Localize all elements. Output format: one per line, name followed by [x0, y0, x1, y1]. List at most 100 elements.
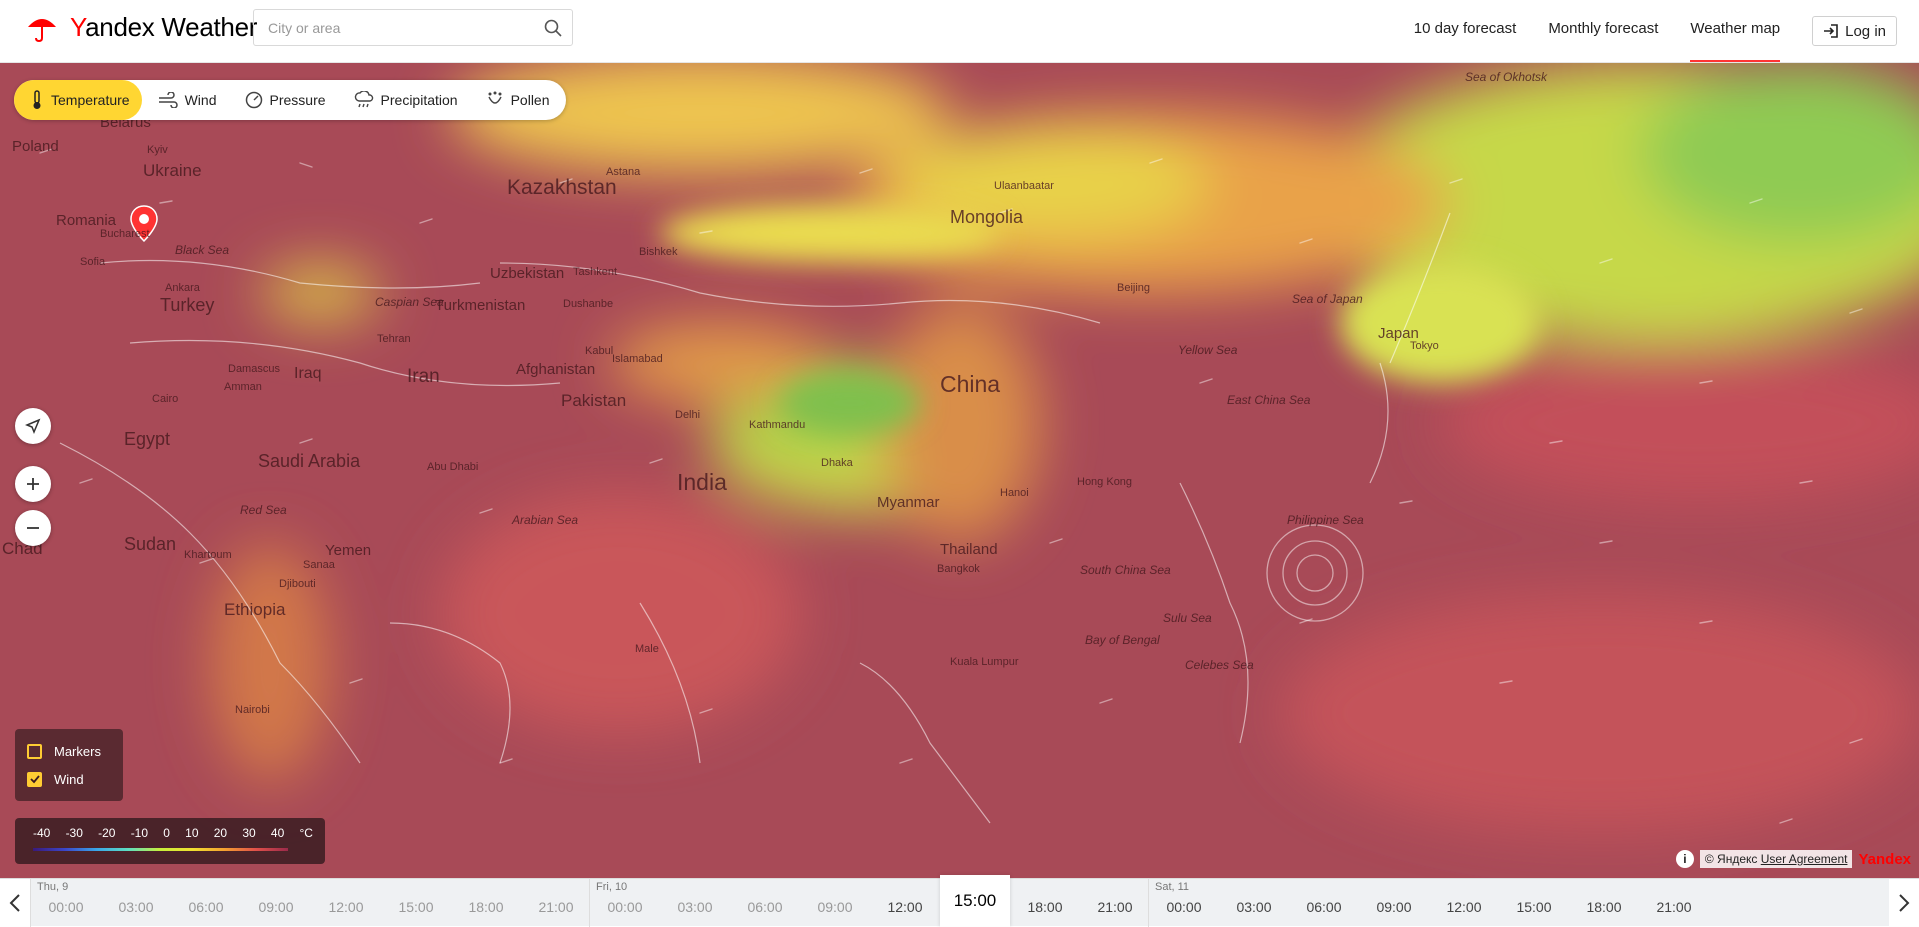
label-iraq: Iraq	[294, 365, 322, 382]
nav-weather-map[interactable]: Weather map	[1690, 0, 1780, 62]
search-box[interactable]	[253, 9, 573, 46]
timeline-hour[interactable]: 09:00	[258, 899, 294, 915]
label-tokyo: Tokyo	[1410, 340, 1439, 352]
timeline-hour[interactable]: 18:00	[1027, 899, 1063, 915]
label-mongolia: Mongolia	[950, 207, 1024, 227]
timeline-hour[interactable]: 09:00	[817, 899, 853, 915]
timeline-hour[interactable]: 00:00	[48, 899, 84, 915]
timeline-hour[interactable]: 12:00	[328, 899, 364, 915]
label-ukraine: Ukraine	[143, 161, 202, 180]
layer-temperature[interactable]: Temperature	[14, 80, 142, 120]
timeline: Thu, 9 00:00 03:00 06:00 09:00 12:00 15:00 18:0…	[0, 875, 1919, 927]
timeline-hour[interactable]: 12:00	[1446, 899, 1482, 915]
wind-toggle[interactable]: Wind	[27, 765, 111, 793]
label-south-china-sea: South China Sea	[1080, 563, 1171, 577]
label-sea-of-japan: Sea of Japan	[1292, 292, 1363, 306]
label-sea-of-okhotsk: Sea of Okhotsk	[1465, 70, 1548, 84]
label-delhi: Delhi	[675, 409, 701, 421]
layer-pollen[interactable]: Pollen	[470, 80, 562, 120]
label-bay-of-bengal: Bay of Bengal	[1085, 633, 1160, 647]
label-sulu-sea: Sulu Sea	[1163, 611, 1212, 625]
label-amman: Amman	[224, 381, 262, 393]
timeline-hour[interactable]: 09:00	[1376, 899, 1412, 915]
layer-temperature-label: Temperature	[51, 92, 130, 108]
label-red-sea: Red Sea	[240, 503, 287, 517]
label-kuala-lumpur: Kuala Lumpur	[950, 656, 1019, 668]
day-label: Fri, 10	[596, 881, 628, 893]
wind-checkbox[interactable]	[27, 771, 42, 787]
yandex-logo[interactable]: Yandex	[1858, 850, 1911, 868]
markers-checkbox[interactable]	[27, 743, 42, 759]
label-east-china-sea: East China Sea	[1227, 393, 1311, 407]
label-astana: Astana	[606, 166, 641, 178]
timeline-hour[interactable]: 18:00	[1586, 899, 1622, 915]
label-ulaanbaatar: Ulaanbaatar	[994, 180, 1054, 192]
timeline-prev-button[interactable]	[0, 879, 30, 927]
label-kazakhstan: Kazakhstan	[507, 176, 617, 199]
timeline-hour[interactable]: 21:00	[1656, 899, 1692, 915]
nav-monthly-forecast[interactable]: Monthly forecast	[1548, 20, 1659, 37]
label-kyiv: Kyiv	[147, 144, 168, 156]
umbrella-logo-icon	[28, 19, 56, 43]
timeline-hour[interactable]: 03:00	[677, 899, 713, 915]
timeline-hour[interactable]: 12:00	[887, 899, 923, 915]
top-nav: 10 day forecast Monthly forecast Weather…	[1382, 0, 1919, 62]
timeline-hour[interactable]: 21:00	[1097, 899, 1133, 915]
label-india: India	[677, 469, 727, 495]
layer-precipitation[interactable]: Precipitation	[338, 80, 470, 120]
label-bishkek: Bishkek	[639, 246, 678, 258]
layer-wind[interactable]: Wind	[142, 80, 229, 120]
search-input[interactable]	[254, 10, 572, 45]
location-pin-icon[interactable]	[130, 205, 158, 243]
login-button[interactable]: Log in	[1812, 16, 1897, 46]
label-islamabad: Islamabad	[612, 353, 663, 365]
layer-pressure[interactable]: Pressure	[229, 80, 338, 120]
weather-map[interactable]: Kazakhstan Mongolia China India Iran Ira…	[0, 63, 1919, 878]
label-caspian-sea: Caspian Sea	[375, 295, 444, 309]
overlay-toggles: Markers Wind	[15, 729, 123, 801]
timeline-hour[interactable]: 06:00	[1306, 899, 1342, 915]
timeline-hour[interactable]: 21:00	[538, 899, 574, 915]
search-icon[interactable]	[544, 19, 562, 37]
label-black-sea: Black Sea	[175, 243, 230, 257]
timeline-hour[interactable]: 03:00	[1236, 899, 1272, 915]
label-celebes-sea: Celebes Sea	[1185, 658, 1254, 672]
yandex-weather-logo[interactable]: Yandex Weather	[26, 10, 257, 44]
chevron-right-icon	[1899, 894, 1910, 912]
layer-precipitation-label: Precipitation	[380, 92, 458, 108]
timeline-hour[interactable]: 06:00	[188, 899, 224, 915]
zoom-out-button[interactable]	[15, 510, 51, 546]
label-arabian-sea: Arabian Sea	[512, 513, 579, 527]
markers-toggle[interactable]: Markers	[27, 737, 111, 765]
day-label: Sat, 11	[1155, 881, 1190, 893]
locate-me-button[interactable]	[15, 408, 51, 444]
label-hong-kong: Hong Kong	[1077, 476, 1133, 488]
brand-name: Yandex Weather	[70, 11, 258, 42]
user-agreement-link[interactable]: User Agreement	[1760, 852, 1848, 866]
timeline-hour[interactable]: 00:00	[607, 899, 643, 915]
timeline-day: Thu, 9 00:00 03:00 06:00 09:00 12:00 15:00 18:0…	[30, 879, 589, 927]
layer-wind-label: Wind	[184, 92, 217, 108]
label-ethiopia: Ethiopia	[224, 600, 286, 619]
label-afghanistan: Afghanistan	[516, 361, 596, 378]
timeline-hour[interactable]: 03:00	[118, 899, 154, 915]
timeline-hour[interactable]: 15:00	[398, 899, 434, 915]
label-cairo: Cairo	[152, 393, 179, 405]
timeline-hour[interactable]: 06:00	[747, 899, 783, 915]
nav-10-day-forecast[interactable]: 10 day forecast	[1413, 20, 1517, 37]
zoom-in-button[interactable]	[15, 466, 51, 502]
info-icon[interactable]: i	[1675, 850, 1694, 868]
label-romania: Romania	[56, 212, 117, 229]
timeline-hour[interactable]: 15:00	[940, 875, 1010, 927]
layer-pollen-label: Pollen	[510, 92, 550, 108]
timeline-hour[interactable]: 15:00	[1516, 899, 1552, 915]
scale-labels: -40 -30 -20 -10 0 10 20 30 40 °C	[33, 826, 313, 840]
temperature-scale: -40 -30 -20 -10 0 10 20 30 40 °C	[15, 818, 325, 864]
timeline-next-button[interactable]	[1889, 879, 1919, 927]
timeline-hour[interactable]: 18:00	[468, 899, 504, 915]
timeline-hour[interactable]: 00:00	[1166, 899, 1202, 915]
pollen-icon	[487, 91, 502, 104]
checkmark-icon	[29, 775, 40, 784]
layer-pressure-label: Pressure	[269, 92, 326, 108]
day-label: Thu, 9	[37, 881, 69, 893]
